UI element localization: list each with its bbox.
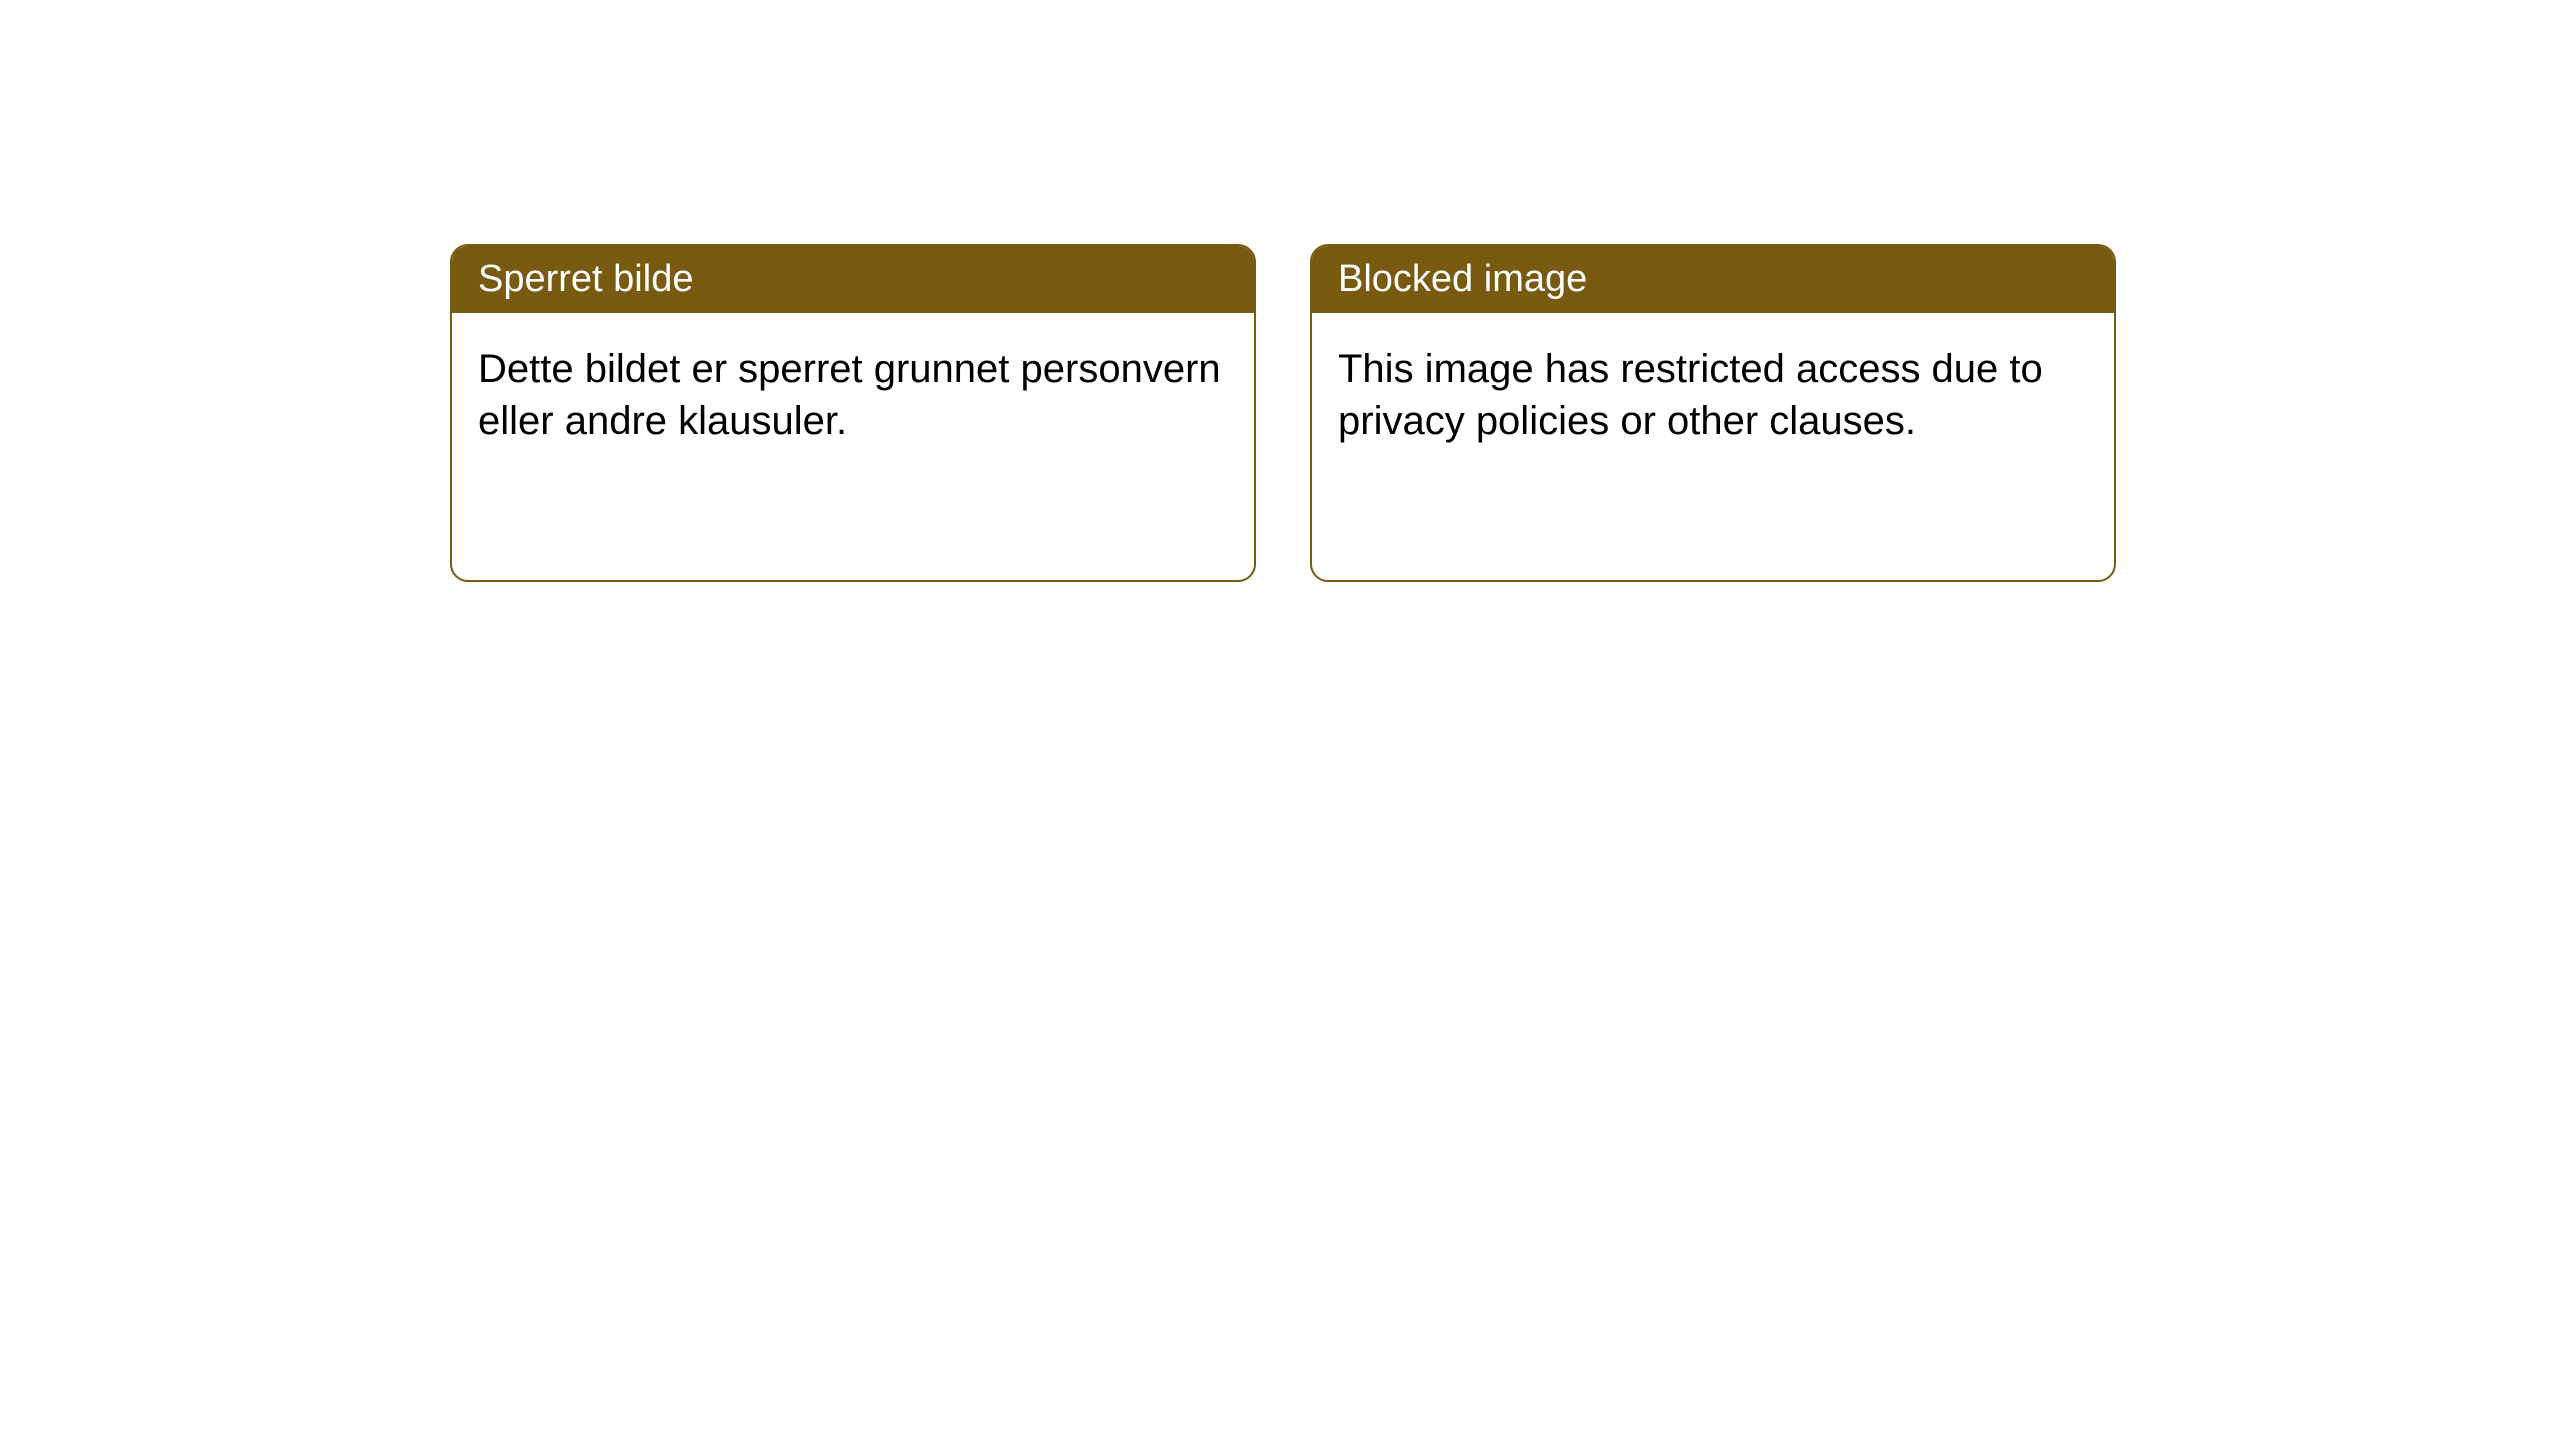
notice-title-norwegian: Sperret bilde (452, 246, 1254, 313)
notice-container: Sperret bilde Dette bildet er sperret gr… (450, 244, 2116, 582)
notice-body-english: This image has restricted access due to … (1312, 313, 2114, 477)
notice-card-english: Blocked image This image has restricted … (1310, 244, 2116, 582)
notice-body-norwegian: Dette bildet er sperret grunnet personve… (452, 313, 1254, 477)
notice-title-english: Blocked image (1312, 246, 2114, 313)
notice-card-norwegian: Sperret bilde Dette bildet er sperret gr… (450, 244, 1256, 582)
